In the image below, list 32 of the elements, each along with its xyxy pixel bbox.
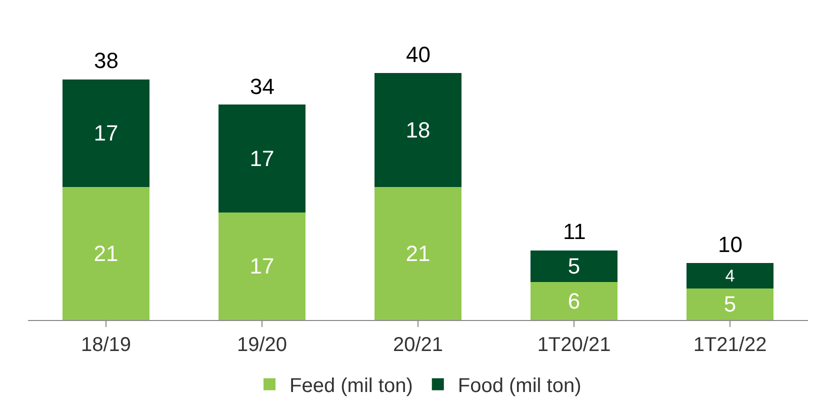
bar [530, 282, 618, 320]
data-label: 18 [406, 118, 430, 142]
x-tick-label: 1T21/22 [693, 334, 767, 356]
data-label: 21 [406, 241, 430, 266]
total-label: 11 [563, 219, 586, 244]
bar [62, 187, 150, 320]
x-tick-label: 19/20 [236, 334, 288, 356]
data-label: 17 [250, 254, 274, 279]
bar [374, 73, 462, 187]
bar [218, 212, 306, 320]
data-label: 5 [568, 254, 580, 279]
data-label: 17 [94, 120, 118, 146]
bar [218, 104, 306, 212]
legend-label: Feed (mil ton) [290, 375, 413, 398]
data-label: 5 [724, 292, 736, 317]
bar [374, 187, 462, 320]
x-tick-label: 1T20/21 [537, 334, 611, 356]
x-tick-label: 18/19 [80, 334, 132, 356]
bar [686, 263, 774, 288]
bar [686, 288, 774, 320]
x-tick-label: 20/21 [392, 334, 444, 356]
bar [62, 79, 150, 187]
total-label: 38 [94, 48, 118, 73]
total-label: 10 [718, 232, 742, 257]
bar [530, 250, 618, 282]
data-label: 4 [725, 266, 735, 286]
total-label: 34 [250, 74, 274, 99]
data-label: 21 [94, 241, 118, 266]
data-label: 17 [250, 146, 274, 171]
legend-label: Food (mil ton) [458, 375, 582, 398]
total-label: 40 [406, 42, 430, 67]
data-label: 6 [568, 288, 580, 314]
